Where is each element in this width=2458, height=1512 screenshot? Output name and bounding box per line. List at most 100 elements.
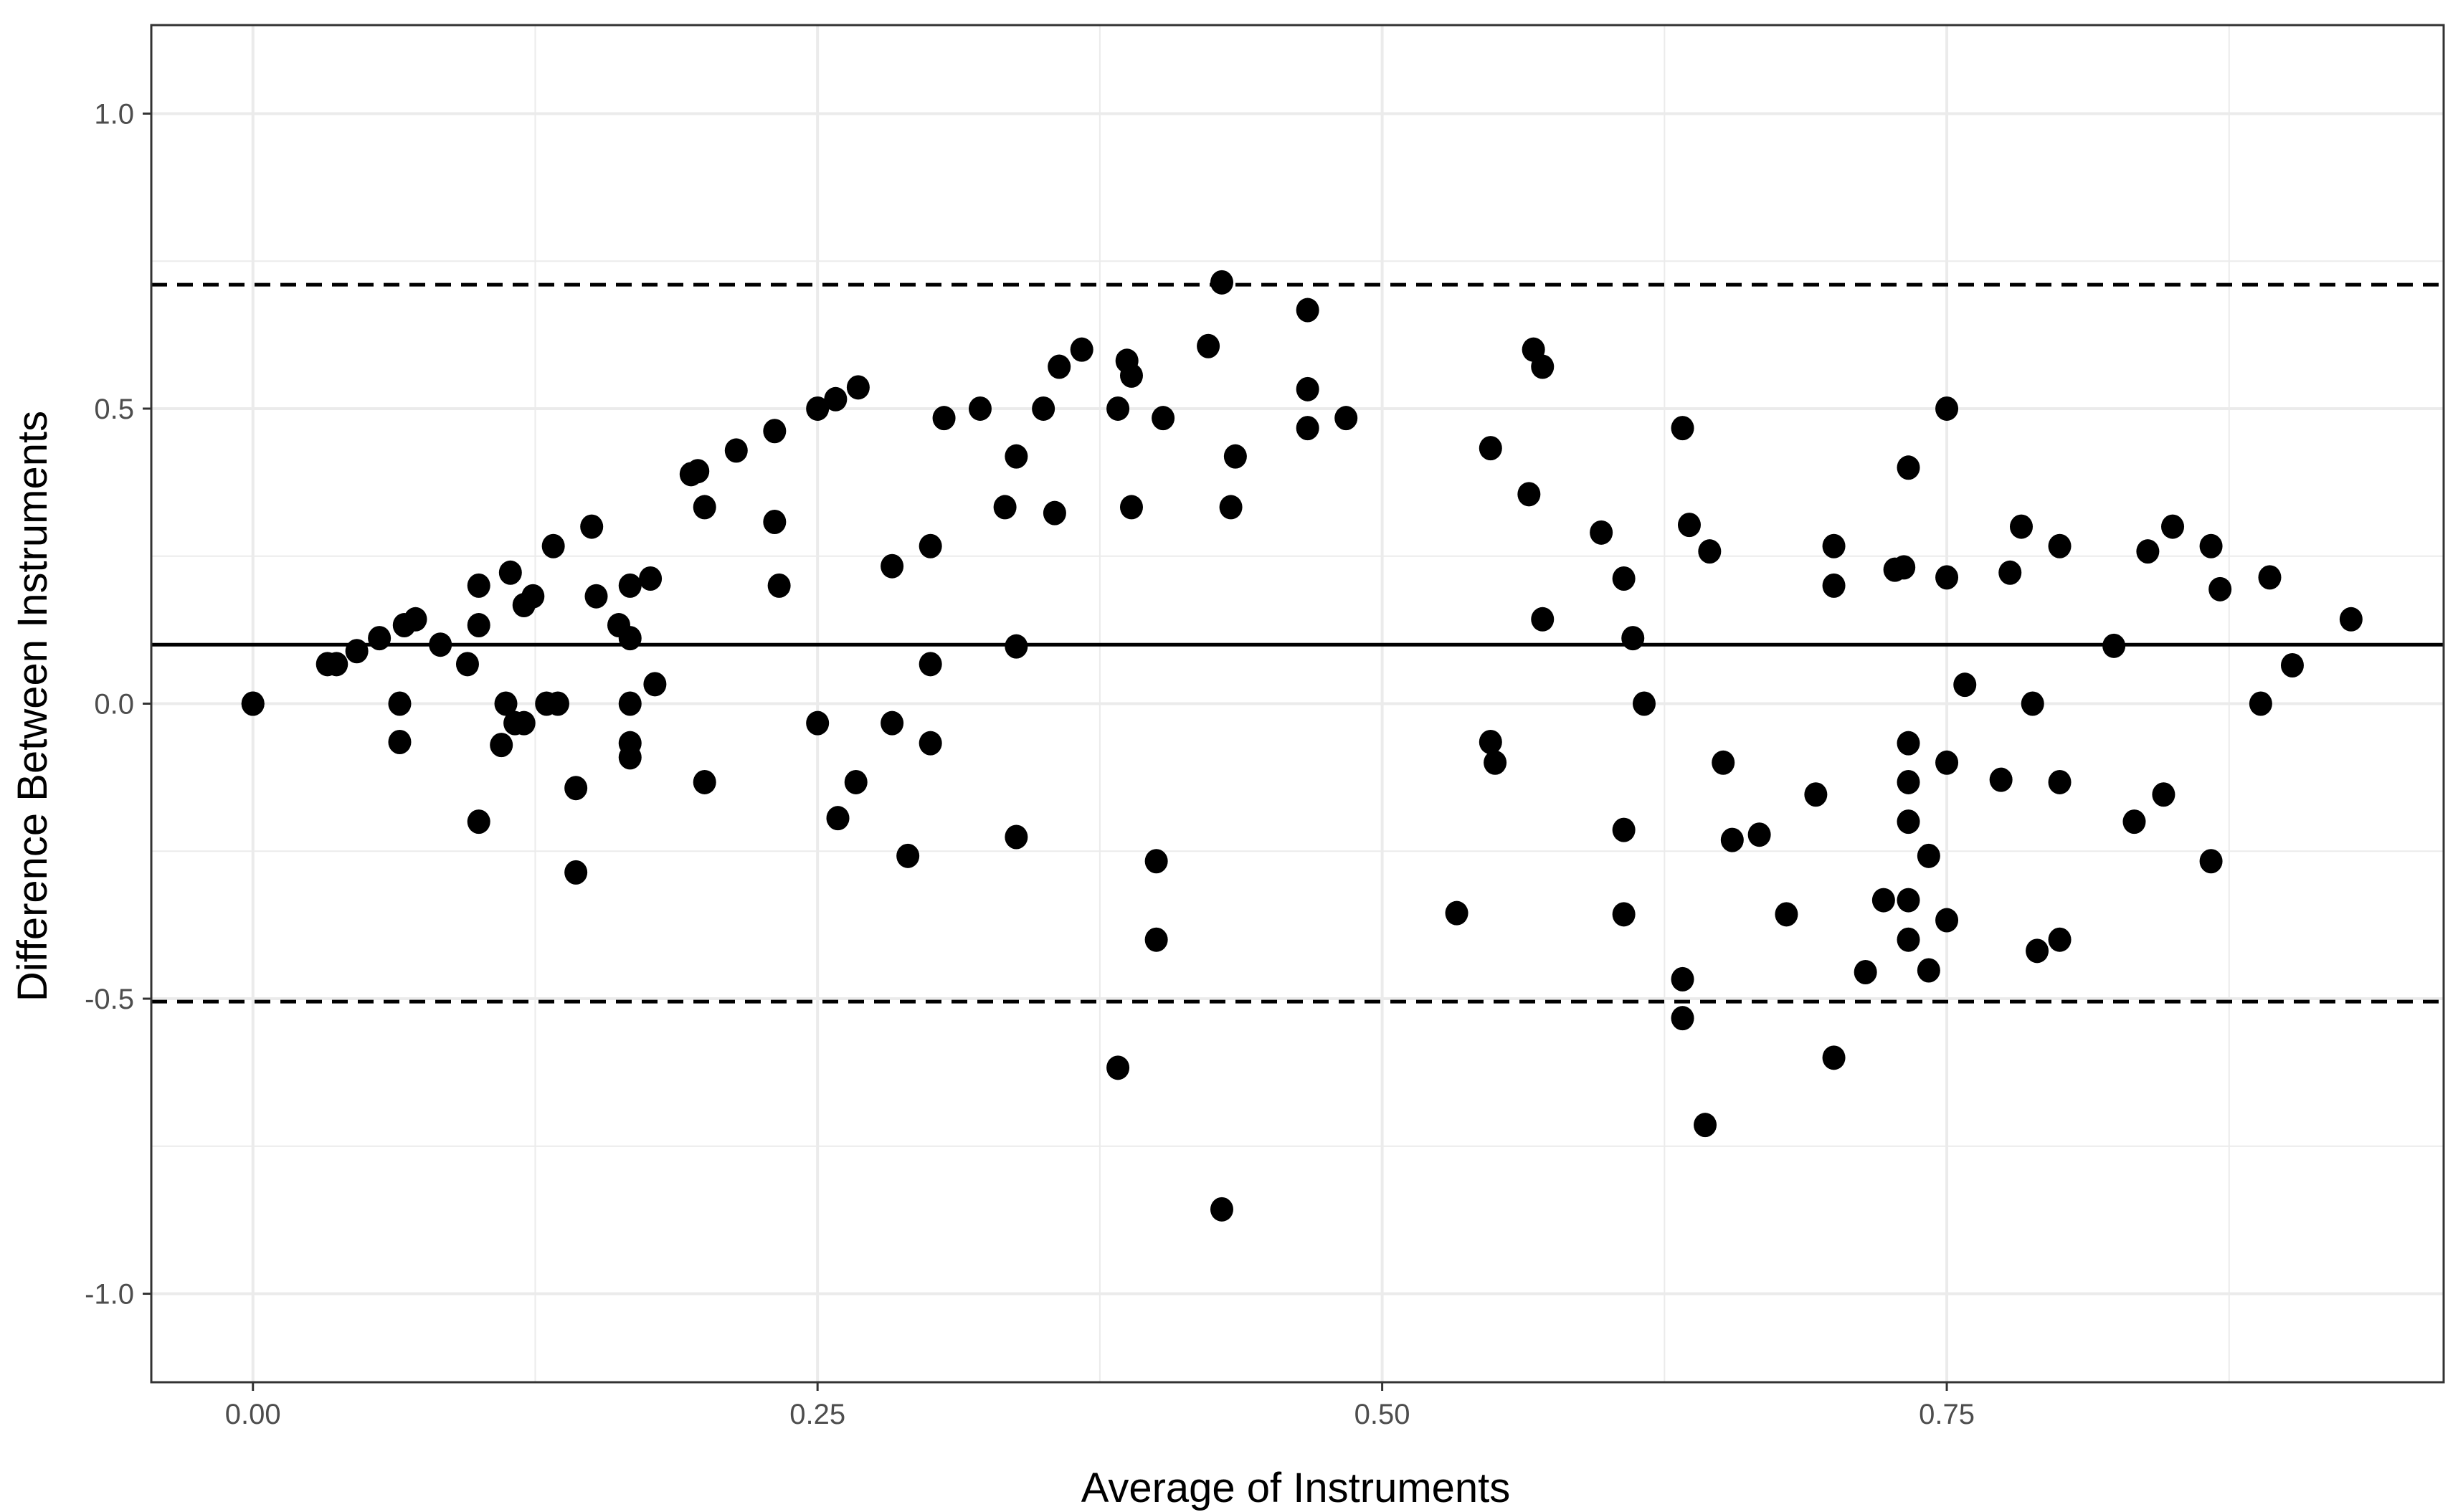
data-point <box>429 632 452 657</box>
data-point <box>2339 607 2363 632</box>
data-point <box>896 843 920 868</box>
data-point <box>388 691 412 716</box>
data-point <box>494 691 518 716</box>
data-point <box>1694 1113 1717 1138</box>
data-point <box>1897 455 1920 480</box>
data-point <box>724 438 748 463</box>
data-point <box>1671 966 1694 992</box>
data-point <box>1223 444 1247 469</box>
data-point <box>2122 809 2146 835</box>
data-point <box>881 710 904 736</box>
data-point <box>1484 750 1507 775</box>
data-point <box>580 514 604 539</box>
data-point <box>1144 849 1168 874</box>
data-point <box>919 731 942 756</box>
data-point <box>2009 514 2033 539</box>
data-point <box>1953 672 1977 698</box>
data-point <box>1296 416 1319 441</box>
data-point <box>2048 769 2072 794</box>
data-point <box>584 584 608 609</box>
data-point <box>546 691 569 716</box>
data-point <box>2048 927 2072 952</box>
data-point <box>1747 822 1771 847</box>
data-point <box>1296 298 1319 323</box>
data-point <box>1210 270 1233 295</box>
data-point <box>1106 1055 1130 1080</box>
data-point <box>1897 809 1920 835</box>
data-point <box>1479 436 1502 461</box>
data-point <box>1892 555 1916 580</box>
data-point <box>1671 1006 1694 1031</box>
data-point <box>919 533 942 558</box>
data-point <box>2021 691 2044 716</box>
data-point <box>564 860 588 885</box>
data-point <box>1935 908 1959 933</box>
data-point <box>1804 782 1828 807</box>
x-axis-title: Average of Instruments <box>1081 1465 1511 1511</box>
data-point <box>1070 337 1093 362</box>
data-point <box>1210 1197 1233 1222</box>
x-tick-label: 0.00 <box>225 1399 281 1430</box>
data-point <box>1822 533 1846 558</box>
data-point <box>521 584 545 609</box>
data-point <box>1531 354 1555 379</box>
data-point <box>467 613 490 638</box>
reference-lines <box>151 282 2444 1004</box>
data-point <box>1445 900 1468 926</box>
data-point <box>1822 1045 1846 1070</box>
data-point <box>639 566 663 591</box>
x-tick-label: 0.25 <box>789 1399 845 1430</box>
data-point <box>1917 958 1940 983</box>
data-point <box>2199 849 2223 874</box>
data-point <box>806 396 830 421</box>
data-point <box>2199 533 2223 558</box>
data-point <box>1935 565 1959 590</box>
data-point <box>368 626 392 651</box>
data-point <box>241 691 265 716</box>
data-point <box>693 769 716 794</box>
data-point <box>541 533 565 558</box>
y-axis-title: Difference Between Instruments <box>9 411 56 1002</box>
data-point <box>1005 634 1028 659</box>
data-point <box>919 652 942 677</box>
data-point <box>2161 514 2185 539</box>
data-point <box>618 573 642 598</box>
data-point <box>467 809 490 835</box>
data-point <box>1671 416 1694 441</box>
data-point <box>1048 354 1071 379</box>
data-point <box>1144 927 1168 952</box>
data-point <box>686 459 710 484</box>
data-point <box>1296 376 1319 401</box>
data-point <box>1612 902 1636 927</box>
data-point <box>564 776 588 801</box>
data-point <box>1989 767 2013 792</box>
data-point <box>1897 927 1920 952</box>
y-tick-label: 1.0 <box>94 98 134 130</box>
data-point <box>1590 520 1613 545</box>
data-point <box>1612 817 1636 842</box>
data-point <box>824 386 848 412</box>
y-tick-label: -1.0 <box>85 1279 134 1311</box>
data-point <box>1043 500 1066 526</box>
data-point <box>1698 539 1722 564</box>
y-axis-ticks: -1.0 -0.5 0.0 0.5 1.0 <box>85 98 151 1311</box>
data-point <box>993 495 1017 520</box>
data-point <box>806 710 830 736</box>
data-point <box>512 710 536 736</box>
data-point <box>404 607 427 632</box>
data-point <box>388 729 412 754</box>
data-point <box>844 769 868 794</box>
data-point <box>932 406 956 431</box>
data-point <box>1517 482 1541 507</box>
data-point <box>1219 495 1243 520</box>
data-point <box>1152 406 1175 431</box>
y-tick-label: -0.5 <box>85 984 134 1015</box>
data-point <box>846 375 870 400</box>
data-point <box>1854 959 1877 984</box>
x-tick-label: 0.75 <box>1919 1399 1975 1430</box>
data-point <box>1897 769 1920 794</box>
data-point <box>826 806 850 831</box>
data-point <box>1621 626 1645 651</box>
